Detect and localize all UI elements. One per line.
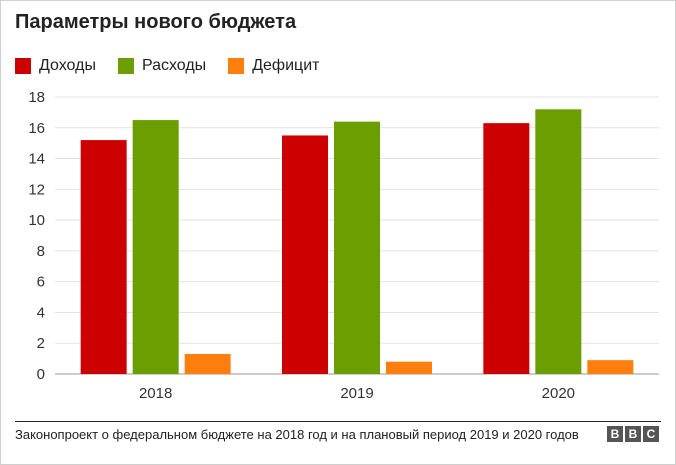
bar: [184, 353, 231, 374]
legend-item-expenses: Расходы: [117, 57, 207, 75]
legend-swatch-expenses: [117, 58, 134, 74]
legend-item-deficit: Дефицит: [228, 57, 319, 75]
legend-swatch-income: [15, 58, 31, 74]
bar: [587, 360, 634, 374]
y-tick-label: 14: [28, 151, 45, 168]
source-note: Законопроект о федеральном бюджете на 20…: [15, 427, 579, 442]
x-tick-label: 2019: [340, 385, 373, 402]
y-tick-label: 10: [28, 212, 45, 229]
bbc-logo: B B C: [605, 426, 659, 442]
y-tick-label: 6: [37, 274, 45, 291]
bar: [282, 135, 328, 374]
legend: Доходы Расходы Дефицит: [15, 57, 341, 75]
legend-item-income: Доходы: [15, 57, 96, 75]
y-tick-label: 18: [28, 89, 45, 106]
legend-label-deficit: Дефицит: [252, 57, 320, 74]
footer-divider: [15, 421, 661, 422]
bar: [80, 140, 127, 374]
chart-title: Параметры нового бюджета: [15, 11, 297, 33]
bbc-logo-letter: C: [643, 426, 659, 442]
bar: [483, 123, 530, 375]
y-tick-label: 8: [37, 243, 45, 260]
y-tick-label: 4: [37, 304, 45, 321]
y-tick-label: 2: [37, 335, 45, 352]
y-tick-label: 12: [28, 181, 45, 198]
bar: [334, 121, 380, 374]
bar: [535, 109, 582, 375]
bar: [132, 120, 179, 374]
legend-label-expenses: Расходы: [141, 57, 207, 74]
x-tick-label: 2020: [542, 385, 575, 402]
legend-label-income: Доходы: [39, 57, 96, 74]
x-tick-label: 2018: [139, 385, 172, 402]
bar: [386, 361, 432, 374]
bbc-logo-letter: B: [607, 426, 623, 442]
y-tick-label: 0: [37, 366, 45, 383]
y-tick-label: 16: [28, 120, 45, 137]
bbc-logo-letter: B: [625, 426, 641, 442]
legend-swatch-deficit: [228, 58, 245, 74]
